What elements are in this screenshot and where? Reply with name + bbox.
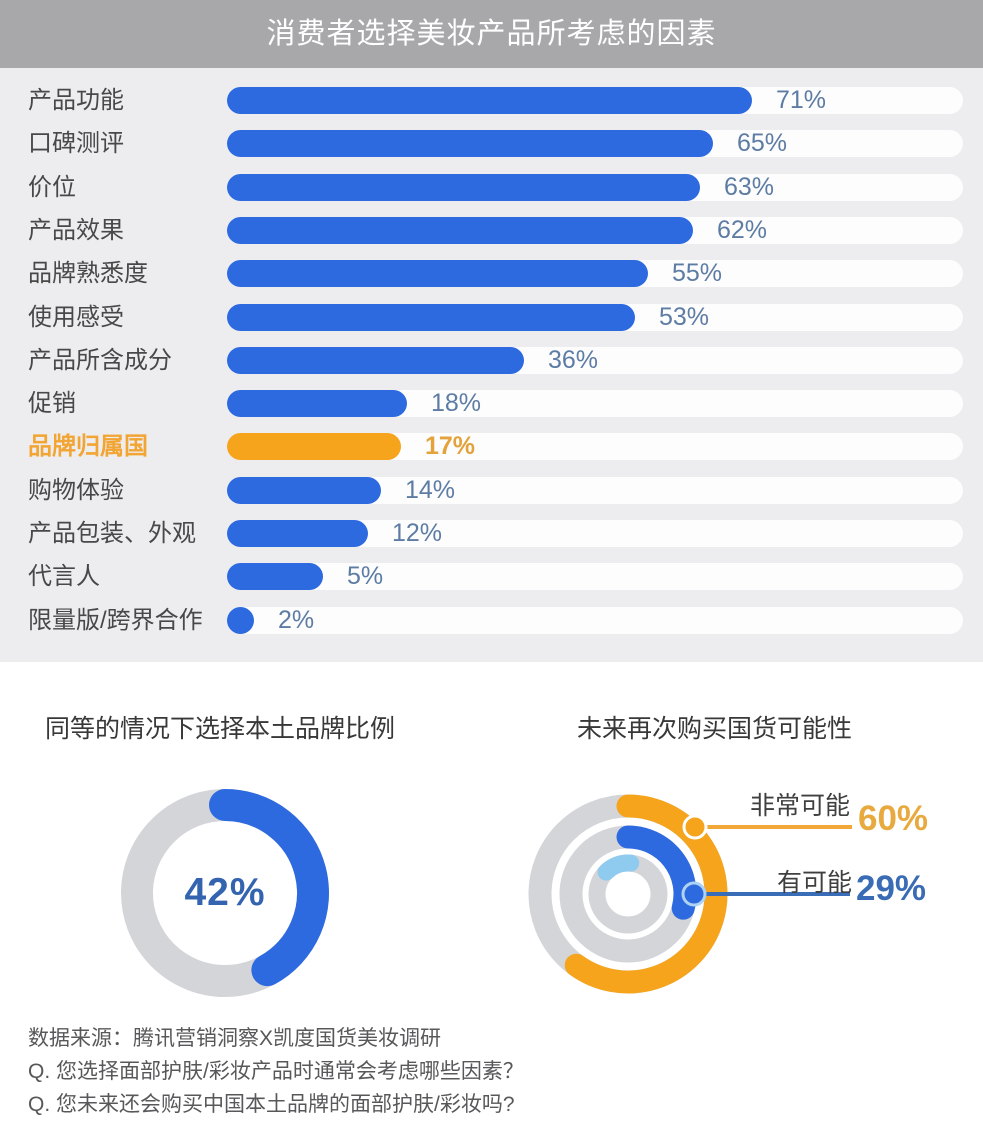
data-source-note: 数据来源：腾讯营销洞察X凯度国货美妆调研 bbox=[28, 1027, 442, 1050]
bar-fill bbox=[227, 390, 407, 417]
bar-track: 55% bbox=[227, 260, 963, 287]
bar-row: 口碑测评 65% bbox=[0, 130, 983, 157]
bar-track: 12% bbox=[227, 520, 963, 547]
bar-value-label: 71% bbox=[776, 86, 827, 114]
bar-value-label: 62% bbox=[717, 216, 768, 244]
bar-track: 65% bbox=[227, 130, 963, 157]
bar-value-label: 2% bbox=[278, 606, 315, 634]
bar-fill bbox=[227, 520, 368, 547]
bar-fill bbox=[227, 477, 381, 504]
bar-fill bbox=[227, 433, 401, 460]
callout-dot-orange bbox=[682, 814, 708, 840]
inner-arc-small bbox=[597, 854, 640, 881]
bar-fill bbox=[227, 87, 752, 114]
legend-likely-value: 29% bbox=[856, 869, 927, 908]
bar-row: 使用感受 53% bbox=[0, 304, 983, 331]
bar-track: 17% bbox=[227, 433, 963, 460]
bar-fill bbox=[227, 260, 648, 287]
bar-category-label: 产品所含成分 bbox=[28, 347, 172, 374]
bar-value-label: 65% bbox=[737, 129, 788, 157]
bar-track: 18% bbox=[227, 390, 963, 417]
bar-row: 促销 18% bbox=[0, 390, 983, 417]
bar-track: 36% bbox=[227, 347, 963, 374]
donut-arc-42pct bbox=[209, 789, 329, 987]
bar-category-label: 口碑测评 bbox=[28, 130, 124, 157]
question-note-1: Q. 您选择面部护肤/彩妆产品时通常会考虑哪些因素？ bbox=[28, 1060, 524, 1083]
bar-track: 14% bbox=[227, 477, 963, 504]
page-title: 消费者选择美妆产品所考虑的因素 bbox=[266, 18, 717, 50]
bar-category-label: 品牌熟悉度 bbox=[28, 260, 148, 287]
bar-row: 产品所含成分 36% bbox=[0, 347, 983, 374]
bar-row: 代言人 5% bbox=[0, 563, 983, 590]
donut-center-value: 42% bbox=[184, 871, 266, 914]
bar-value-label: 12% bbox=[392, 519, 443, 547]
bar-track: 53% bbox=[227, 304, 963, 331]
bar-row: 购物体验 14% bbox=[0, 477, 983, 504]
bar-value-label: 55% bbox=[672, 259, 723, 287]
bar-fill bbox=[227, 607, 254, 634]
callout-dot-blue bbox=[681, 881, 707, 907]
bar-fill bbox=[227, 217, 693, 244]
bar-row: 价位 63% bbox=[0, 174, 983, 201]
legend-likely-label: 有可能 bbox=[777, 869, 853, 897]
bar-value-label: 18% bbox=[431, 389, 482, 417]
legend-very-likely-value: 60% bbox=[858, 799, 929, 838]
outer-arc-60pct bbox=[564, 794, 728, 994]
donut-left-title: 同等的情况下选择本土品牌比例 bbox=[45, 715, 396, 743]
bar-row: 品牌熟悉度 55% bbox=[0, 260, 983, 287]
bar-fill bbox=[227, 563, 323, 590]
bar-category-label: 产品包装、外观 bbox=[28, 520, 196, 547]
bar-track: 71% bbox=[227, 87, 963, 114]
bar-value-label: 53% bbox=[659, 303, 710, 331]
bar-track: 63% bbox=[227, 174, 963, 201]
bar-fill bbox=[227, 130, 713, 157]
footer-notes: 数据来源：腾讯营销洞察X凯度国货美妆调研 Q. 您选择面部护肤/彩妆产品时通常会… bbox=[28, 1022, 524, 1121]
bar-fill bbox=[227, 304, 635, 331]
bar-category-label: 品牌归属国 bbox=[28, 433, 148, 460]
question-note-2: Q. 您未来还会购买中国本土品牌的面部护肤/彩妆吗? bbox=[28, 1093, 515, 1116]
bar-category-label: 产品效果 bbox=[28, 217, 124, 244]
bar-value-label: 5% bbox=[347, 562, 384, 590]
bar-row: 产品包装、外观 12% bbox=[0, 520, 983, 547]
bar-row: 产品功能 71% bbox=[0, 87, 983, 114]
bar-track: 5% bbox=[227, 563, 963, 590]
legend-very-likely-label: 非常可能 bbox=[750, 792, 851, 820]
bar-row: 产品效果 62% bbox=[0, 217, 983, 244]
bar-value-label: 14% bbox=[405, 476, 456, 504]
bar-track: 62% bbox=[227, 217, 963, 244]
bar-category-label: 价位 bbox=[28, 174, 76, 201]
bar-chart-factors: 产品功能 71% 口碑测评 65% 价位 63% 产品效果 62% 品牌熟悉度 55% 使用感受 53… bbox=[0, 68, 983, 662]
bar-value-label: 63% bbox=[724, 173, 775, 201]
bar-category-label: 代言人 bbox=[28, 563, 100, 590]
bar-category-label: 限量版/跨界合作 bbox=[28, 607, 203, 634]
bar-fill bbox=[227, 174, 700, 201]
bar-category-label: 购物体验 bbox=[28, 477, 124, 504]
donut-right-title: 未来再次购买国货可能性 bbox=[577, 715, 853, 743]
chart-header: 消费者选择美妆产品所考虑的因素 bbox=[0, 0, 983, 68]
bar-value-label: 36% bbox=[548, 346, 599, 374]
donut-chart-local-brand bbox=[121, 789, 329, 997]
radial-chart-repurchase-likelihood bbox=[528, 794, 852, 994]
bar-track: 2% bbox=[227, 607, 963, 634]
bar-category-label: 促销 bbox=[28, 390, 76, 417]
bar-fill bbox=[227, 347, 524, 374]
bar-value-label: 17% bbox=[425, 432, 476, 460]
bar-category-label: 产品功能 bbox=[28, 87, 124, 114]
bar-category-label: 使用感受 bbox=[28, 304, 124, 331]
bar-row: 品牌归属国 17% bbox=[0, 433, 983, 460]
bar-row: 限量版/跨界合作 2% bbox=[0, 607, 983, 634]
